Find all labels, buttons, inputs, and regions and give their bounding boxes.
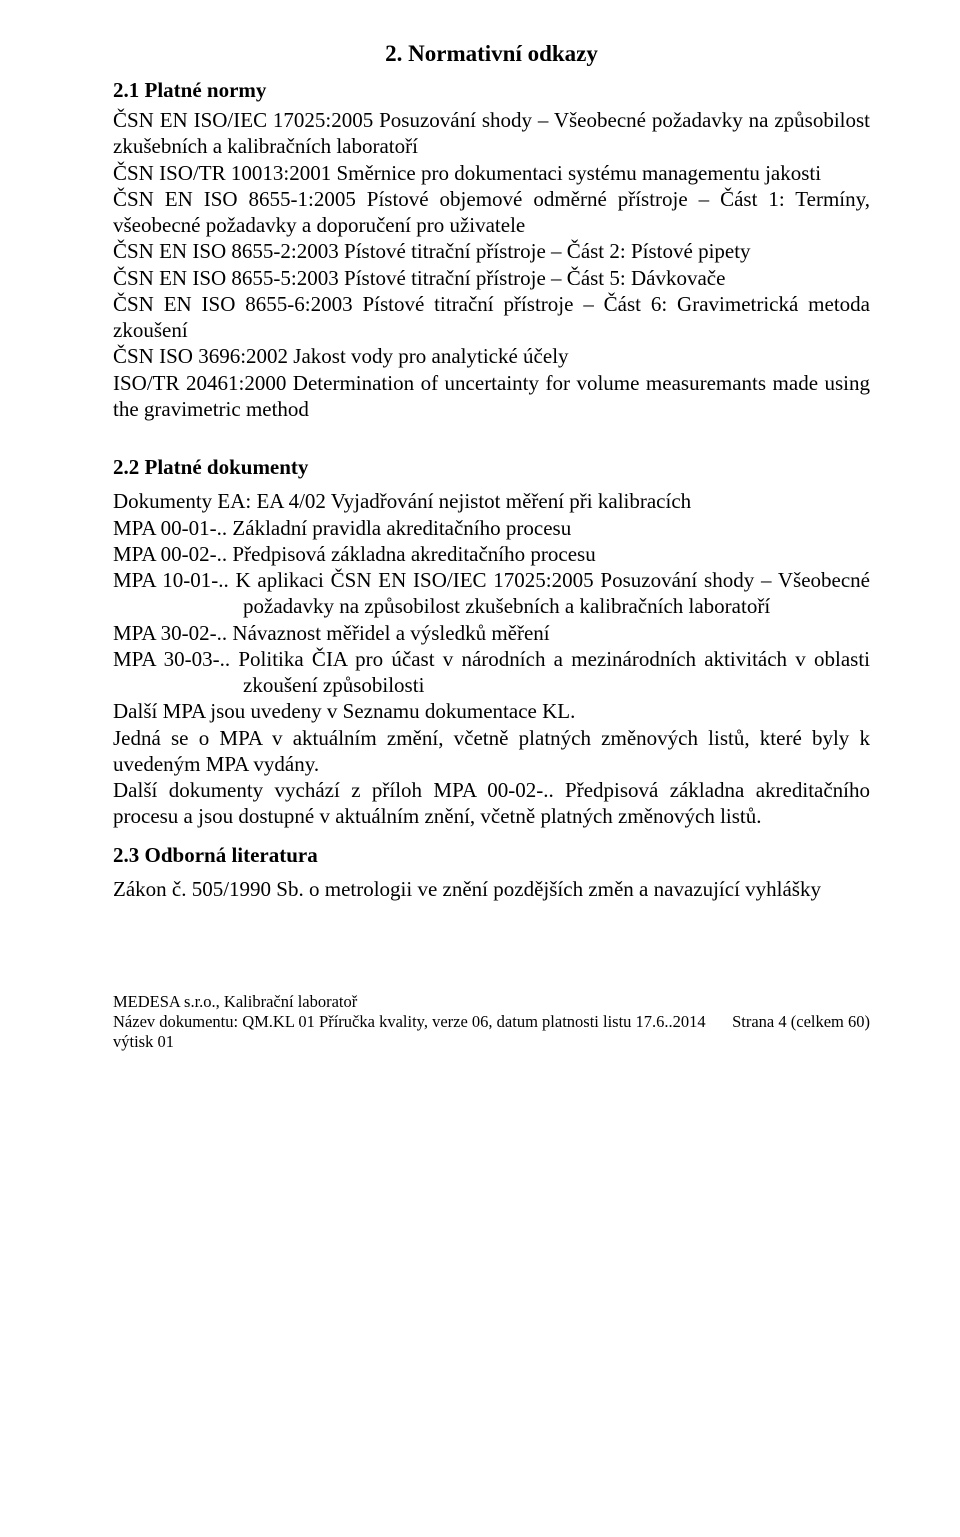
page-footer: MEDESA s.r.o., Kalibrační laboratoř Náze… (113, 992, 870, 1051)
standard-iso-8655-6: ČSN EN ISO 8655-6:2003 Pístové titrační … (113, 291, 870, 344)
doc-ea: Dokumenty EA: EA 4/02 Vyjadřování nejist… (113, 488, 870, 514)
standard-iso-8655-2: ČSN EN ISO 8655-2:2003 Pístové titrační … (113, 238, 870, 264)
heading-expert-literature: 2.3 Odborná literatura (113, 842, 870, 868)
section-expert-literature: Zákon č. 505/1990 Sb. o metrologii ve zn… (113, 876, 870, 902)
doc-other-mpa: Další MPA jsou uvedeny v Seznamu dokumen… (113, 698, 870, 724)
doc-mpa-00-02: MPA 00-02-.. Předpisová základna akredit… (113, 541, 870, 567)
footer-page-number: Strana 4 (celkem 60) (732, 1012, 870, 1052)
standard-iso-8655-1: ČSN EN ISO 8655-1:2005 Pístové objemové … (113, 186, 870, 239)
standard-iso-3696: ČSN ISO 3696:2002 Jakost vody pro analyt… (113, 343, 870, 369)
standard-iso-17025: ČSN EN ISO/IEC 17025:2005 Posuzování sho… (113, 107, 870, 160)
heading-valid-standards: 2.1 Platné normy (113, 77, 870, 103)
doc-mpa-10-01: MPA 10-01-.. K aplikaci ČSN EN ISO/IEC 1… (113, 567, 870, 620)
standard-iso-10013: ČSN ISO/TR 10013:2001 Směrnice pro dokum… (113, 160, 870, 186)
footer-company: MEDESA s.r.o., Kalibrační laboratoř (113, 992, 870, 1012)
doc-mpa-30-02: MPA 30-02-.. Návaznost měřidel a výsledk… (113, 620, 870, 646)
doc-mpa-00-01: MPA 00-01-.. Základní pravidla akreditač… (113, 515, 870, 541)
heading-valid-documents: 2.2 Platné dokumenty (113, 454, 870, 480)
section-valid-documents: Dokumenty EA: EA 4/02 Vyjadřování nejist… (113, 488, 870, 829)
law-505-1990: Zákon č. 505/1990 Sb. o metrologii ve zn… (113, 876, 870, 902)
heading-normative-references: 2. Normativní odkazy (113, 40, 870, 69)
section-valid-standards: ČSN EN ISO/IEC 17025:2005 Posuzování sho… (113, 107, 870, 422)
footer-doc-name: Název dokumentu: QM.KL 01 Příručka kvali… (113, 1012, 732, 1052)
standard-iso-20461: ISO/TR 20461:2000 Determination of uncer… (113, 370, 870, 423)
doc-attachments: Další dokumenty vychází z příloh MPA 00-… (113, 777, 870, 830)
doc-mpa-current: Jedná se o MPA v aktuálním změní, včetně… (113, 725, 870, 778)
doc-mpa-30-03: MPA 30-03-.. Politika ČIA pro účast v ná… (113, 646, 870, 699)
standard-iso-8655-5: ČSN EN ISO 8655-5:2003 Pístové titrační … (113, 265, 870, 291)
